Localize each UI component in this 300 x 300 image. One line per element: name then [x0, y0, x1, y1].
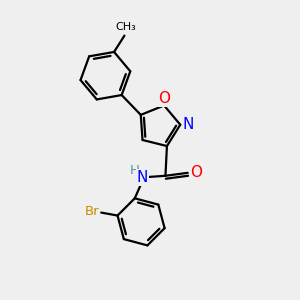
Text: N: N [137, 170, 148, 185]
Text: N: N [183, 117, 194, 132]
Text: H: H [130, 164, 140, 177]
Text: O: O [158, 92, 170, 106]
Text: CH₃: CH₃ [116, 22, 136, 32]
Text: Br: Br [85, 205, 100, 218]
Text: O: O [190, 165, 202, 180]
